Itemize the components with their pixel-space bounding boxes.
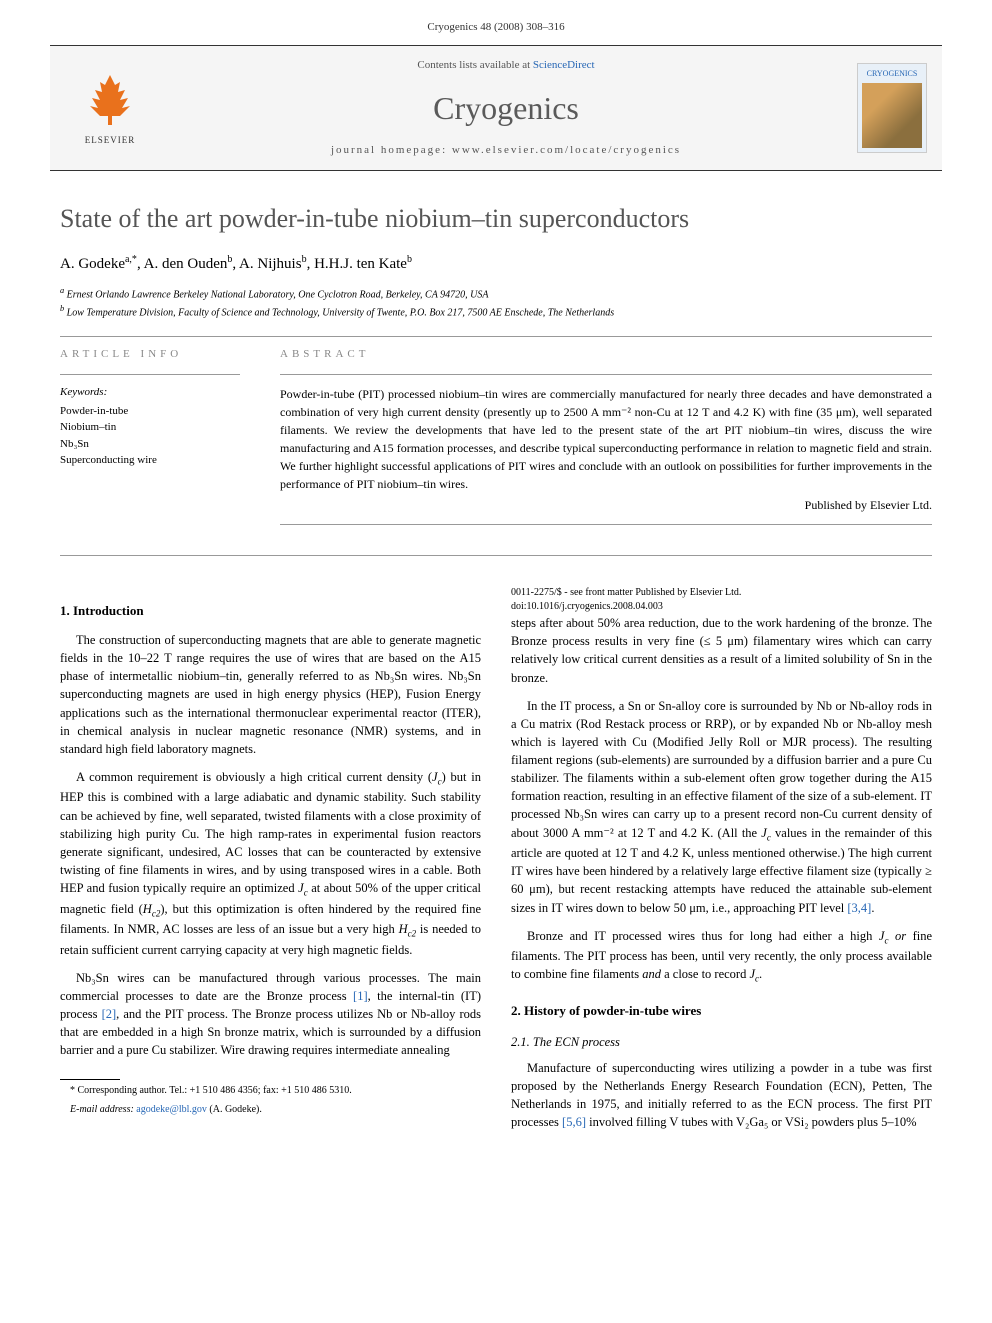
or: or [895,929,906,943]
txt: ) but in HEP this is combined with a lar… [60,770,481,895]
para: steps after about 50% area reduction, du… [511,614,932,687]
ref-link[interactable]: [3,4] [847,901,871,915]
section-1-heading: 1. Introduction [60,602,481,621]
para: Nb₃Sn wires can be manufactured through … [60,969,481,1060]
abstract-col: ABSTRACT Powder-in-tube (PIT) processed … [280,347,932,535]
elsevier-logo: ELSEVIER [70,63,150,153]
page-header: Cryogenics 48 (2008) 308–316 [0,0,992,45]
jc-symbol: Jc [432,770,442,784]
page-footer: 0011-2275/$ - see front matter Published… [511,586,932,614]
body-columns: 1. Introduction The construction of supe… [60,586,932,1137]
para: The construction of superconducting magn… [60,631,481,758]
affil-a-text: Ernest Orlando Lawrence Berkeley Nationa… [67,290,489,301]
publisher-name: ELSEVIER [85,134,136,147]
article-info-col: ARTICLE INFO Keywords: Powder-in-tube Ni… [60,347,240,535]
txt: In the IT process, a Sn or Sn-alloy core… [511,699,932,840]
author-1: A. Godeke [60,256,125,272]
txt: involved filling V tubes with V₂Ga₅ or V… [586,1115,917,1129]
cover-label: CRYOGENICS [867,68,918,79]
journal-banner: ELSEVIER Contents lists available at Sci… [50,45,942,171]
divider [280,374,932,375]
published-by: Published by Elsevier Ltd. [280,497,932,514]
divider [60,336,932,337]
keyword: Nb₃Sn [60,436,240,453]
cover-area: CRYOGENICS [842,46,942,170]
info-abstract-row: ARTICLE INFO Keywords: Powder-in-tube Ni… [60,347,932,535]
email-label: E-mail address: [70,1104,136,1115]
email-link[interactable]: agodeke@lbl.gov [136,1104,207,1115]
para: A common requirement is obviously a high… [60,768,481,959]
txt: Bronze and IT processed wires thus for l… [527,929,879,943]
section-2-heading: 2. History of powder-in-tube wires [511,1002,932,1021]
ref-link[interactable]: [2] [102,1007,117,1021]
elsevier-tree-icon [80,70,140,130]
footer-line1: 0011-2275/$ - see front matter Published… [511,586,932,600]
affil-b: b Low Temperature Division, Faculty of S… [60,303,932,320]
article: State of the art powder-in-tube niobium–… [0,171,992,1177]
ref-link[interactable]: [1] [353,989,368,1003]
footnote-divider [60,1079,120,1080]
divider [60,374,240,375]
article-info-label: ARTICLE INFO [60,347,240,362]
cover-image [862,83,922,148]
txt: a close to record [661,967,750,981]
email-footnote: E-mail address: agodeke@lbl.gov (A. Gode… [60,1103,481,1118]
and: and [642,967,661,981]
keyword: Superconducting wire [60,452,240,469]
jc-symbol: Jc [761,826,771,840]
affiliations: a Ernest Orlando Lawrence Berkeley Natio… [60,285,932,320]
author-1-sup: a,* [125,254,137,265]
journal-cover-thumb: CRYOGENICS [857,63,927,153]
txt: . [759,967,762,981]
jc-symbol: Jc [879,929,889,943]
txt: , and the PIT process. The Bronze proces… [60,1007,481,1057]
divider [280,524,932,525]
abstract-label: ABSTRACT [280,347,932,362]
para: In the IT process, a Sn or Sn-alloy core… [511,697,932,917]
author-3: A. Nijhuis [239,256,302,272]
author-4: H.H.J. ten Kate [314,256,407,272]
citation: Cryogenics 48 (2008) 308–316 [427,21,564,33]
keywords-label: Keywords: [60,385,240,400]
author-2-sup: b [227,254,232,265]
author-4-sup: b [407,254,412,265]
keyword: Powder-in-tube [60,403,240,420]
keyword: Niobium–tin [60,419,240,436]
corresponding-author: * Corresponding author. Tel.: +1 510 486… [60,1084,481,1099]
email-suffix: (A. Godeke). [207,1104,262,1115]
journal-name: Cryogenics [170,86,842,131]
divider [60,555,932,556]
author-2: A. den Ouden [144,256,228,272]
jc-symbol: Jc [298,881,308,895]
abstract-text: Powder-in-tube (PIT) processed niobium–t… [280,385,932,493]
jc-symbol: Jc [749,967,759,981]
section-2-1-heading: 2.1. The ECN process [511,1033,932,1051]
banner-center: Contents lists available at ScienceDirec… [170,46,842,170]
txt: . [871,901,874,915]
article-title: State of the art powder-in-tube niobium–… [60,201,932,237]
sciencedirect-link[interactable]: ScienceDirect [533,59,595,71]
affil-b-text: Low Temperature Division, Faculty of Sci… [67,307,614,318]
txt: A common requirement is obviously a high… [76,770,432,784]
hc2-symbol: Hc2 [399,922,417,936]
homepage-line: journal homepage: www.elsevier.com/locat… [170,143,842,158]
publisher-logo-area: ELSEVIER [50,46,170,170]
contents-prefix: Contents lists available at [417,59,532,71]
para: Manufacture of superconducting wires uti… [511,1059,932,1132]
authors: A. Godekea,*, A. den Oudenb, A. Nijhuisb… [60,253,932,275]
footer-line2: doi:10.1016/j.cryogenics.2008.04.003 [511,600,932,614]
author-3-sup: b [302,254,307,265]
hc2-symbol: Hc2 [143,902,161,916]
contents-line: Contents lists available at ScienceDirec… [170,58,842,73]
affil-a: a Ernest Orlando Lawrence Berkeley Natio… [60,285,932,302]
ref-link[interactable]: [5,6] [562,1115,586,1129]
para: Bronze and IT processed wires thus for l… [511,927,932,986]
